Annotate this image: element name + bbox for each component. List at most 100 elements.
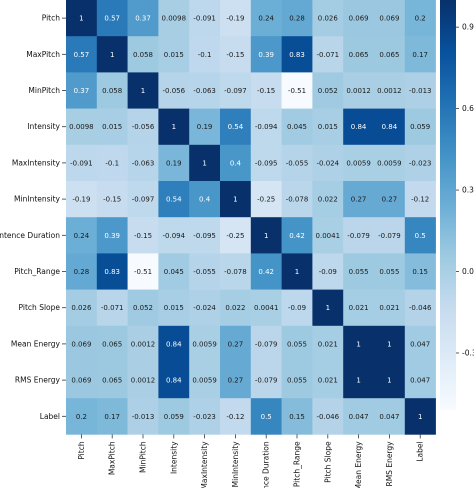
row-label: RMS Energy <box>15 376 61 385</box>
cell-value-label: 0.026 <box>71 304 92 312</box>
cell-value-label: -0.19 <box>72 196 90 204</box>
column-label: MinPitch <box>139 441 148 473</box>
cell-value-label: -0.055 <box>193 268 216 276</box>
cell-value-label: 0.0012 <box>346 87 371 95</box>
row-label: Intensity <box>27 122 60 131</box>
cell-value-label: 1 <box>326 304 330 312</box>
cell-value-label: -0.094 <box>163 232 186 240</box>
cell-value-label: -0.097 <box>132 196 155 204</box>
heatmap-cell <box>343 72 375 109</box>
heatmap-cell <box>189 362 221 399</box>
cell-value-label: 1 <box>79 15 83 23</box>
heatmap-cell <box>343 181 375 218</box>
heatmap-cell <box>343 0 375 37</box>
heatmap-cell <box>374 325 406 363</box>
heatmap-cell <box>220 289 252 327</box>
cell-value-label: -0.51 <box>134 268 152 276</box>
cell-value-label: 0.17 <box>104 413 120 421</box>
heatmap-cell <box>312 325 344 363</box>
heatmap-cell <box>158 181 190 218</box>
cell-value-label: 0.4 <box>199 196 211 204</box>
heatmap-cell <box>374 144 406 182</box>
cell-value-label: 0.24 <box>258 15 274 23</box>
heatmap-cell <box>127 108 159 146</box>
cell-value-label: 0.069 <box>379 15 399 23</box>
cell-value-label: -0.095 <box>193 232 216 240</box>
cell-value-label: 0.42 <box>289 232 305 240</box>
heatmap-cell <box>158 36 190 73</box>
cell-value-label: 0.0012 <box>131 340 156 348</box>
heatmap-cell <box>189 108 221 146</box>
heatmap-cell <box>96 398 128 435</box>
cell-value-label: 0.42 <box>258 268 274 276</box>
heatmap-cell <box>312 0 344 37</box>
heatmap-cell <box>374 181 406 218</box>
cell-value-label: 0.021 <box>318 377 338 385</box>
cell-value-label: 1 <box>141 87 145 95</box>
heatmap-cell <box>281 0 313 37</box>
cell-value-label: 0.0059 <box>346 159 371 167</box>
heatmap-cell <box>189 0 221 37</box>
heatmap-cell <box>250 253 282 290</box>
heatmap-cell <box>281 144 313 182</box>
cell-value-label: 0.15 <box>412 268 428 276</box>
heatmap-cell <box>158 108 190 146</box>
heatmap-cell <box>66 108 98 146</box>
heatmap-cell <box>250 398 282 435</box>
row-label: Label <box>40 412 60 421</box>
colorbar-tick-label: 0.6 <box>462 104 474 113</box>
heatmap-cell <box>96 289 128 327</box>
heatmap-cell <box>127 144 159 182</box>
cell-value-label: -0.055 <box>286 159 309 167</box>
heatmap-cell <box>189 181 221 218</box>
heatmap-cell <box>220 398 252 435</box>
heatmap-cell <box>312 253 344 290</box>
cell-value-label: -0.071 <box>101 304 124 312</box>
heatmap-cell <box>312 144 344 182</box>
cell-value-label: -0.094 <box>255 123 278 131</box>
heatmap-cell <box>374 0 406 37</box>
cell-value-label: 0.39 <box>104 232 120 240</box>
cell-value-label: 0.27 <box>351 196 367 204</box>
heatmap-cell <box>281 398 313 435</box>
cell-value-label: -0.056 <box>163 87 186 95</box>
cell-value-label: 0.0059 <box>192 377 217 385</box>
cell-value-label: 1 <box>110 51 114 59</box>
heatmap-cell <box>404 181 436 218</box>
row-label: MinIntensity <box>14 195 61 204</box>
heatmap-cell <box>158 72 190 109</box>
heatmap-cell <box>127 36 159 73</box>
heatmap-cell <box>404 325 436 363</box>
cell-value-label: -0.51 <box>288 87 306 95</box>
cell-value-label: 0.055 <box>287 377 307 385</box>
heatmap-cell <box>250 181 282 218</box>
heatmap-cell <box>312 289 344 327</box>
cell-value-label: -0.09 <box>319 268 337 276</box>
row-label: Pitch <box>42 14 61 23</box>
heatmap-cell <box>312 398 344 435</box>
colorbar-gradient <box>440 0 456 410</box>
colorbar-tick-label: 0.9 <box>462 23 474 32</box>
cell-value-label: 1 <box>387 340 391 348</box>
cell-value-label: 0.84 <box>166 377 182 385</box>
cell-value-label: 0.045 <box>287 123 307 131</box>
cell-value-label: 0.5 <box>261 413 272 421</box>
heatmap-cell <box>66 144 98 182</box>
cell-value-label: 0.055 <box>287 340 307 348</box>
cell-value-label: -0.15 <box>134 232 152 240</box>
column-label: MinIntensity <box>231 441 240 488</box>
heatmap-cell <box>312 362 344 399</box>
cell-value-label: -0.079 <box>255 340 278 348</box>
cell-value-label: 0.37 <box>135 15 151 23</box>
column-label: Pitch_Range <box>293 441 302 487</box>
heatmap-cell <box>281 36 313 73</box>
column-label: Pitch Slope <box>323 441 332 483</box>
cell-value-label: 1 <box>387 377 391 385</box>
heatmap-cell <box>312 36 344 73</box>
heatmap-cell <box>189 217 221 254</box>
heatmap-cell <box>96 108 128 146</box>
cell-value-label: 0.54 <box>166 196 182 204</box>
heatmap-cell <box>374 72 406 109</box>
heatmap-cell <box>281 72 313 109</box>
heatmap-cell <box>220 108 252 146</box>
